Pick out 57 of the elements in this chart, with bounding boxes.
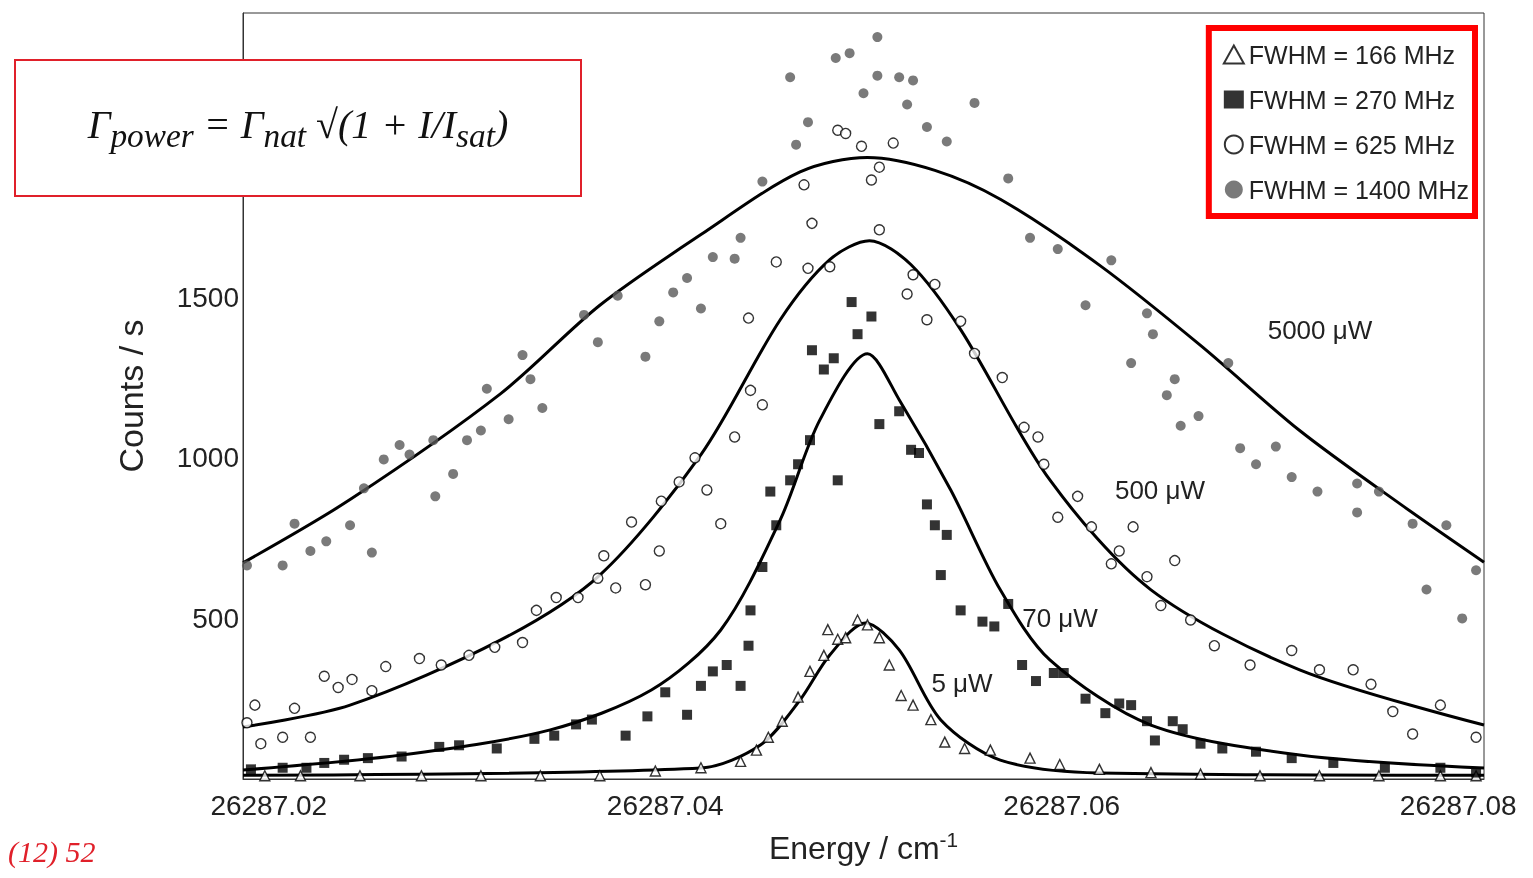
point: [839, 631, 852, 644]
legend-label: FWHM = 1400 MHz: [1248, 175, 1470, 204]
y-tick-label: 1000: [176, 442, 239, 474]
formula-box: Γ$_{power}$ = Γ$_{nat}$ √(1 + I/I$_{sat}$): [14, 59, 582, 197]
point: [762, 731, 775, 743]
y-tick-label: 1500: [176, 281, 239, 313]
annotation: 500 μW: [1114, 475, 1206, 505]
point: [792, 691, 804, 703]
legend-label: FWHM = 166 MHz: [1248, 40, 1456, 69]
x-tick-label: 26287.08: [1399, 789, 1517, 821]
line-series: [241, 239, 1486, 729]
point: [939, 736, 951, 748]
legend-label: FWHM = 625 MHz: [1248, 130, 1456, 159]
point: [925, 713, 937, 726]
annotation: 70 μW: [1022, 603, 1099, 633]
x-tick-label: 26287.04: [606, 789, 724, 821]
point: [1024, 752, 1036, 764]
point: [851, 614, 864, 626]
point: [750, 744, 763, 756]
point: [1373, 770, 1385, 782]
point: [1093, 763, 1106, 776]
text: (12) 52: [8, 834, 96, 869]
point: [594, 770, 606, 782]
x-tick-label: 26287.02: [210, 789, 328, 821]
point: [832, 633, 844, 645]
point: [776, 715, 788, 727]
point: [475, 770, 487, 782]
y-tick-label: 500: [192, 602, 239, 634]
legend-label: FWHM = 270 MHz: [1248, 85, 1456, 114]
x-tick-label: 26287.06: [1003, 789, 1121, 821]
point: [804, 665, 816, 678]
point: [822, 623, 834, 636]
point: [1313, 770, 1326, 782]
annotation: 5 μW: [931, 668, 994, 698]
point: [818, 649, 830, 662]
point: [294, 770, 307, 782]
point: [695, 762, 707, 774]
point: [895, 689, 907, 702]
point: [873, 631, 886, 644]
y-axis-title: Counts / s: [112, 319, 150, 473]
annotation: Γ$_{power}$ = Γ$_{nat}$ √(1 + I/I$_{sat}$): [87, 101, 509, 155]
point: [415, 770, 428, 782]
annotation: 5000 μW: [1267, 315, 1373, 345]
point: [861, 619, 874, 631]
point: [1194, 768, 1207, 780]
point: [259, 770, 271, 782]
point: [734, 755, 747, 768]
point: [984, 744, 997, 756]
point: [534, 770, 547, 782]
point: [1145, 766, 1157, 779]
point: [354, 770, 366, 782]
point: [1254, 770, 1266, 782]
point: [958, 742, 971, 755]
point: [649, 765, 662, 777]
point: [883, 659, 895, 671]
point: [1054, 758, 1066, 771]
point: [907, 699, 919, 711]
